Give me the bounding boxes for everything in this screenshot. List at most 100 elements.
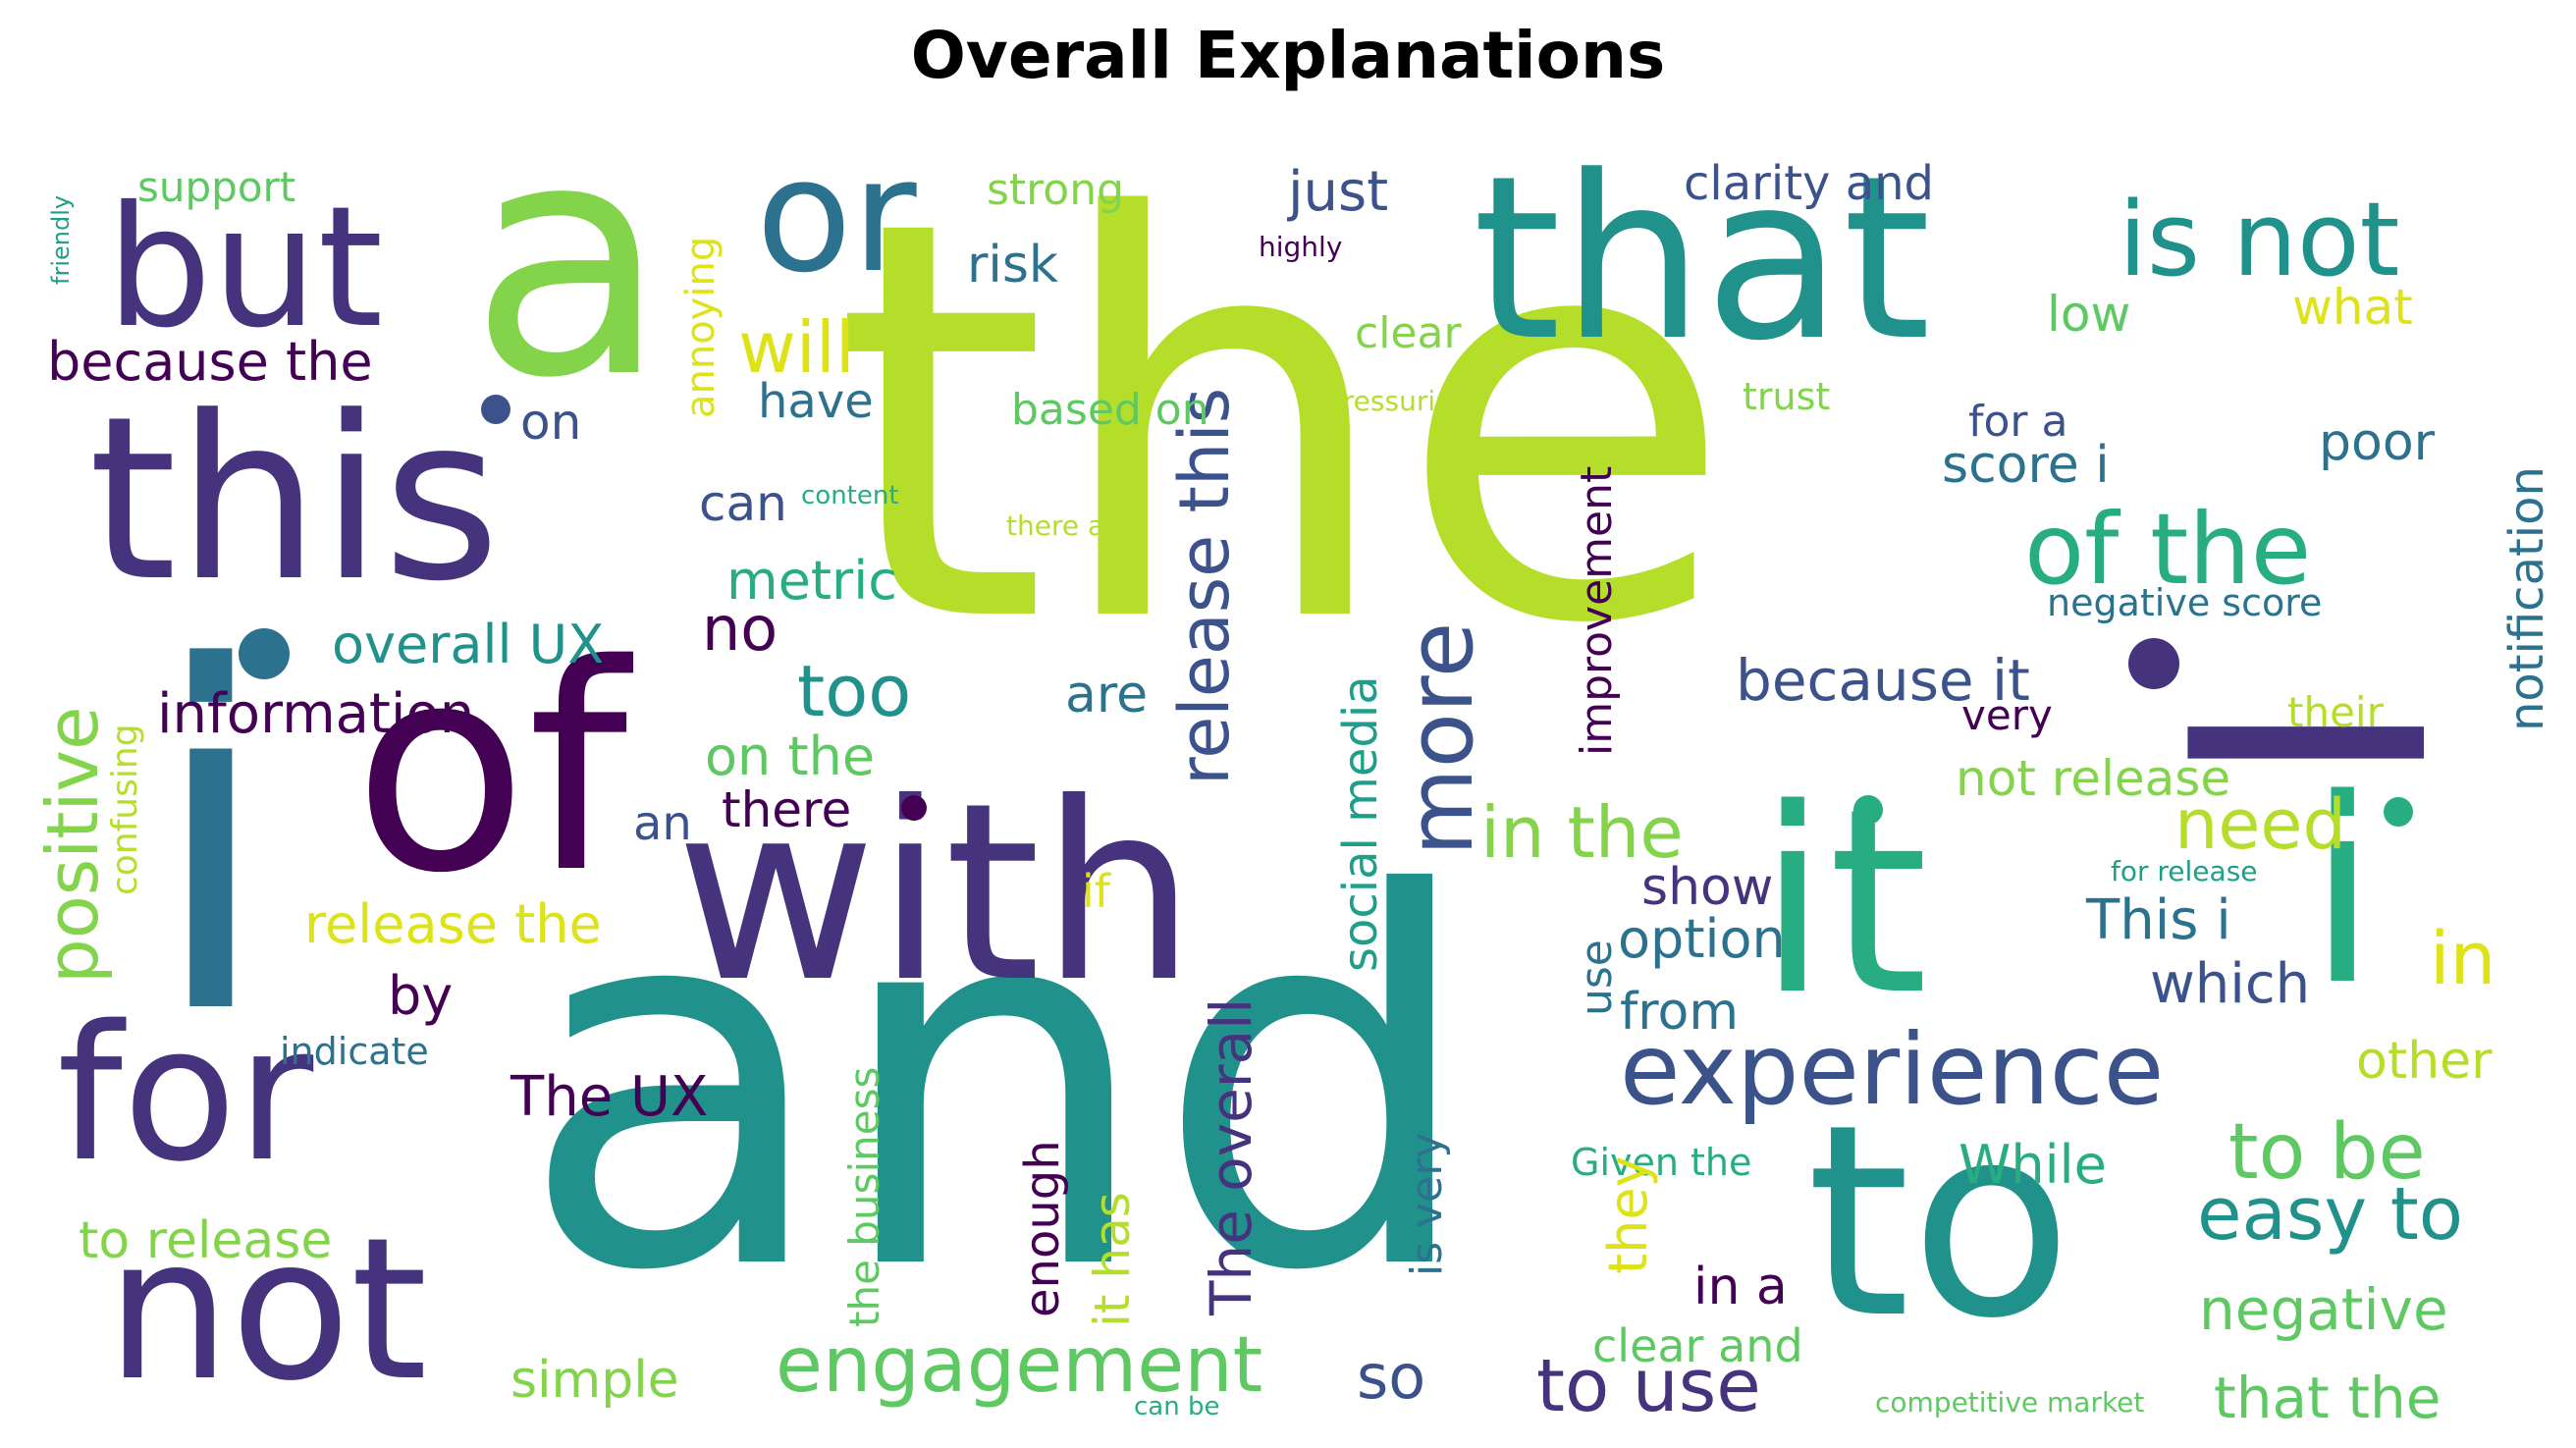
word-there: there: [722, 781, 852, 838]
word-on-the: on the: [705, 725, 876, 787]
word-the-business: the business: [840, 1066, 888, 1327]
word-clear-and: clear and: [1592, 1319, 1803, 1372]
word-from: from: [1620, 983, 1740, 1042]
word-The-UX: The UX: [510, 1065, 709, 1129]
word-not-release: not release: [1956, 750, 2231, 807]
word-so: so: [1357, 1341, 1426, 1413]
word-trust: trust: [1743, 375, 1831, 418]
word-an: an: [633, 796, 692, 851]
word-if: if: [1082, 865, 1110, 918]
word-more: more: [1388, 621, 1493, 856]
word-no: no: [702, 593, 778, 665]
word-easy-to: easy to: [2197, 1172, 2464, 1257]
word-experience: experience: [1620, 1012, 2165, 1127]
word-enough: enough: [1015, 1140, 1070, 1317]
word-it-has: it has: [1084, 1192, 1141, 1327]
word-release-this: release this: [1164, 387, 1245, 785]
word-use: use: [1572, 939, 1622, 1016]
word-to-be: to be: [2228, 1108, 2426, 1197]
word-by: by: [388, 965, 454, 1027]
word-with: with: [675, 750, 1197, 1036]
word-score-i: score i: [1942, 436, 2110, 495]
word-friendly: friendly: [47, 194, 75, 285]
word-that: that: [1473, 129, 1932, 391]
word-engagement: engagement: [776, 1321, 1263, 1410]
word-based-on: based on: [1011, 385, 1209, 435]
word-annoying: annoying: [678, 236, 724, 418]
word-their: their: [2287, 688, 2384, 736]
word-but: but: [106, 171, 384, 365]
word-option: option: [1618, 908, 1786, 970]
word-low: low: [2047, 286, 2131, 343]
word-simple: simple: [510, 1351, 679, 1410]
word-overall-ux: overall UX: [332, 614, 605, 675]
word-of-the: of the: [2024, 492, 2312, 607]
word-Given-the: Given the: [1571, 1141, 1752, 1184]
word-i: i: [145, 569, 277, 1118]
word-positive: positive: [31, 706, 114, 984]
word-pressuring: pressuring: [1325, 385, 1471, 417]
word-i-right: i: [2307, 745, 2379, 1042]
word-information: information: [157, 682, 475, 746]
word-This-i: This i: [2086, 888, 2231, 952]
word-are: are: [1065, 666, 1149, 724]
word-in-the: in the: [1480, 791, 1684, 874]
word-clarity-and: clarity and: [1684, 156, 1934, 211]
word-competitive-market: competitive market: [1875, 1386, 2145, 1419]
dot-mark: [2384, 797, 2413, 827]
word-this: this: [88, 369, 501, 631]
word-The-overall: The overall: [1198, 997, 1264, 1315]
word-what: what: [2292, 279, 2413, 336]
word-is-not: is not: [2119, 180, 2400, 299]
word-release-the: release the: [304, 893, 602, 955]
word-because-the: because the: [47, 331, 373, 393]
word-can-be: can be: [1134, 1392, 1220, 1421]
word-very: very: [1961, 691, 2053, 739]
dot-mark: [1853, 795, 1883, 825]
chart-title: Overall Explanations: [910, 18, 1666, 93]
word-other: other: [2356, 1032, 2493, 1091]
word-support: support: [137, 163, 296, 211]
word-and: and: [518, 787, 1479, 1382]
word-the: the: [832, 104, 1736, 744]
word-to-use: to use: [1536, 1344, 1761, 1428]
word-While: While: [1959, 1134, 2107, 1196]
word-they: they: [1597, 1155, 1659, 1274]
word-highly: highly: [1259, 231, 1343, 263]
word-which: which: [2150, 952, 2311, 1016]
dot-mark: [239, 628, 290, 679]
word-strong: strong: [987, 165, 1125, 215]
word-too: too: [797, 650, 912, 732]
word-is-very: is very: [1402, 1132, 1452, 1276]
word-on: on: [520, 394, 582, 451]
word-that-the: that the: [2214, 1365, 2442, 1431]
word-just: just: [1288, 160, 1389, 224]
word-indicate: indicate: [280, 1030, 429, 1073]
word-or: or: [756, 124, 917, 307]
word-improvement: improvement: [1572, 465, 1622, 756]
word-confusing: confusing: [105, 724, 145, 895]
dot-mark: [481, 395, 510, 424]
word-in-a: in a: [1693, 1258, 1788, 1316]
word-negative: negative: [2199, 1276, 2448, 1343]
word-it: it: [1757, 755, 1929, 1051]
word-poor: poor: [2319, 413, 2436, 472]
word-for-release: for release: [2111, 855, 2258, 887]
word-metric: metric: [726, 550, 897, 612]
word-a: a: [469, 72, 669, 449]
word-for-a: for a: [1968, 397, 2068, 447]
word-social-media: social media: [1333, 675, 1388, 972]
word-for: for: [57, 986, 314, 1203]
word-show: show: [1641, 858, 1774, 917]
word-risk: risk: [967, 236, 1059, 295]
word-of: of: [353, 605, 628, 936]
word-notification: notification: [2499, 466, 2554, 731]
word-because-it: because it: [1736, 647, 2030, 714]
word-to: to: [1806, 1067, 2073, 1376]
word-can: can: [699, 475, 787, 532]
word-not: not: [106, 1196, 428, 1424]
word-in: in: [2430, 917, 2496, 1001]
word-there-are: there are: [1006, 509, 1133, 542]
word-have: have: [758, 374, 874, 429]
